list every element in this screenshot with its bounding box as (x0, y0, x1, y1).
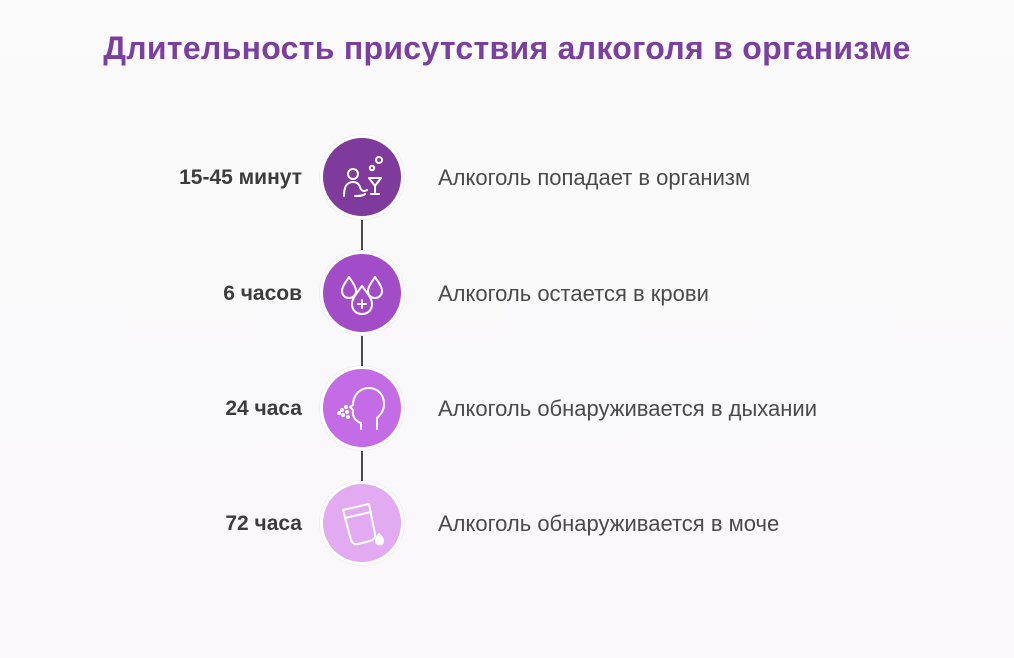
person-drinking-icon (343, 156, 383, 197)
step-circle (320, 481, 404, 565)
timeline-connector (361, 336, 363, 366)
step-description: Алкоголь остается в крови (438, 281, 709, 306)
breath-icon (337, 387, 385, 430)
page-title: Длительность присутствия алкоголя в орга… (103, 30, 911, 66)
step-time-label: 6 часов (223, 282, 302, 305)
step-circle (320, 135, 404, 219)
step-description: Алкоголь обнаруживается в моче (438, 511, 780, 536)
step-circle (320, 366, 404, 450)
timeline-connector (361, 451, 363, 481)
step-description: Алкоголь попадает в организм (438, 165, 751, 190)
step-time-label: 15-45 минут (179, 166, 302, 189)
step-time-label: 72 часа (225, 512, 302, 535)
step-time-label: 24 часа (225, 397, 302, 420)
timeline-connector (361, 220, 363, 250)
step-circle (320, 251, 404, 335)
blood-drops-icon (341, 276, 383, 315)
step-description: Алкоголь обнаруживается в дыхании (438, 396, 817, 421)
urine-cup-icon (342, 503, 384, 546)
